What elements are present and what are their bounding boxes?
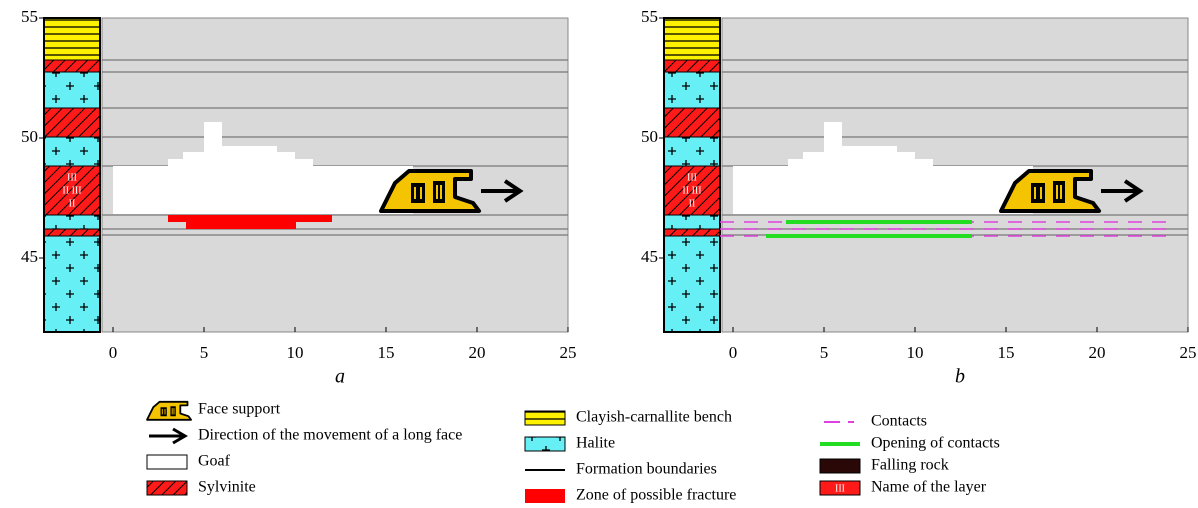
layer <box>663 136 721 167</box>
direction-arrow <box>1101 179 1144 203</box>
layer <box>43 71 101 109</box>
y-tick-label: 45 <box>641 247 658 266</box>
layer <box>663 59 721 73</box>
legend-label: Face support <box>198 401 281 418</box>
y-tick-label: 55 <box>21 7 38 26</box>
y-tick-label: 50 <box>641 127 658 146</box>
x-tick-label: 25 <box>560 343 577 362</box>
layer <box>663 228 721 237</box>
x-tick-label: 10 <box>907 343 924 362</box>
x-tick-label: 25 <box>1180 343 1197 362</box>
y-tick-label: 45 <box>21 247 38 266</box>
goaf <box>733 122 1033 214</box>
layer-name: III <box>687 172 697 183</box>
layer-name: III <box>67 172 77 183</box>
goaf <box>113 122 413 214</box>
legend-icon <box>819 458 861 474</box>
legend-icon <box>524 410 566 426</box>
legend-icon <box>146 454 188 470</box>
layer-name: II III <box>682 185 701 196</box>
legend-label: Formation boundaries <box>576 461 717 478</box>
layer <box>43 107 101 138</box>
legend-label: Direction of the movement of a long face <box>198 427 462 444</box>
x-tick-label: 15 <box>998 343 1015 362</box>
legend-icon-text: III <box>835 483 845 494</box>
x-tick-label: 20 <box>469 343 486 362</box>
legend-label: Falling rock <box>871 457 949 474</box>
x-tick-label: 5 <box>200 343 209 362</box>
legend-icon <box>525 489 565 503</box>
legend-icon <box>149 427 188 445</box>
fracture-zone <box>168 215 332 222</box>
legend-icon <box>524 436 566 452</box>
legend-label: Opening of contacts <box>871 435 1000 452</box>
legend: Face support Direction of the movement of… <box>146 400 1000 504</box>
layer <box>663 214 721 230</box>
legend-label: Contacts <box>871 413 927 430</box>
panel-label: a <box>335 366 345 388</box>
y-tick-label: 55 <box>641 7 658 26</box>
layer-name: II <box>69 198 76 209</box>
fracture-zone <box>186 222 296 229</box>
legend-label: Goaf <box>198 453 231 470</box>
legend-icon <box>146 480 188 496</box>
layer-name: II <box>689 198 696 209</box>
column-frame <box>43 17 101 333</box>
x-tick-label: 20 <box>1089 343 1106 362</box>
x-tick-label: 0 <box>729 343 738 362</box>
x-tick-label: 10 <box>287 343 304 362</box>
panel-label: b <box>955 366 965 388</box>
layer <box>43 235 101 333</box>
layer <box>663 235 721 333</box>
panel: III II III II 45 50 55 0 5 10 15 20 25 b <box>641 7 1197 388</box>
x-tick-label: 0 <box>109 343 118 362</box>
legend-label: Name of the layer <box>871 479 987 496</box>
column-frame <box>663 17 721 333</box>
layer <box>43 136 101 167</box>
layer <box>663 17 721 61</box>
x-tick-label: 15 <box>378 343 395 362</box>
layer <box>663 107 721 138</box>
legend-label: Halite <box>576 435 615 452</box>
legend-label: Zone of possible fracture <box>576 487 736 504</box>
layer <box>43 228 101 237</box>
y-tick-label: 50 <box>21 127 38 146</box>
layer <box>663 71 721 109</box>
x-tick-label: 5 <box>820 343 829 362</box>
layer <box>43 59 101 73</box>
legend-label: Sylvinite <box>198 479 256 496</box>
legend-icon <box>146 400 193 421</box>
legend-label: Clayish-carnallite bench <box>576 409 732 426</box>
direction-arrow <box>481 179 524 203</box>
layer-name: II III <box>62 185 81 196</box>
panel: III II III II 45 50 55 0 5 10 15 20 25 a <box>21 7 577 388</box>
legend-icon <box>819 480 861 496</box>
layer <box>43 214 101 230</box>
layer <box>43 17 101 61</box>
